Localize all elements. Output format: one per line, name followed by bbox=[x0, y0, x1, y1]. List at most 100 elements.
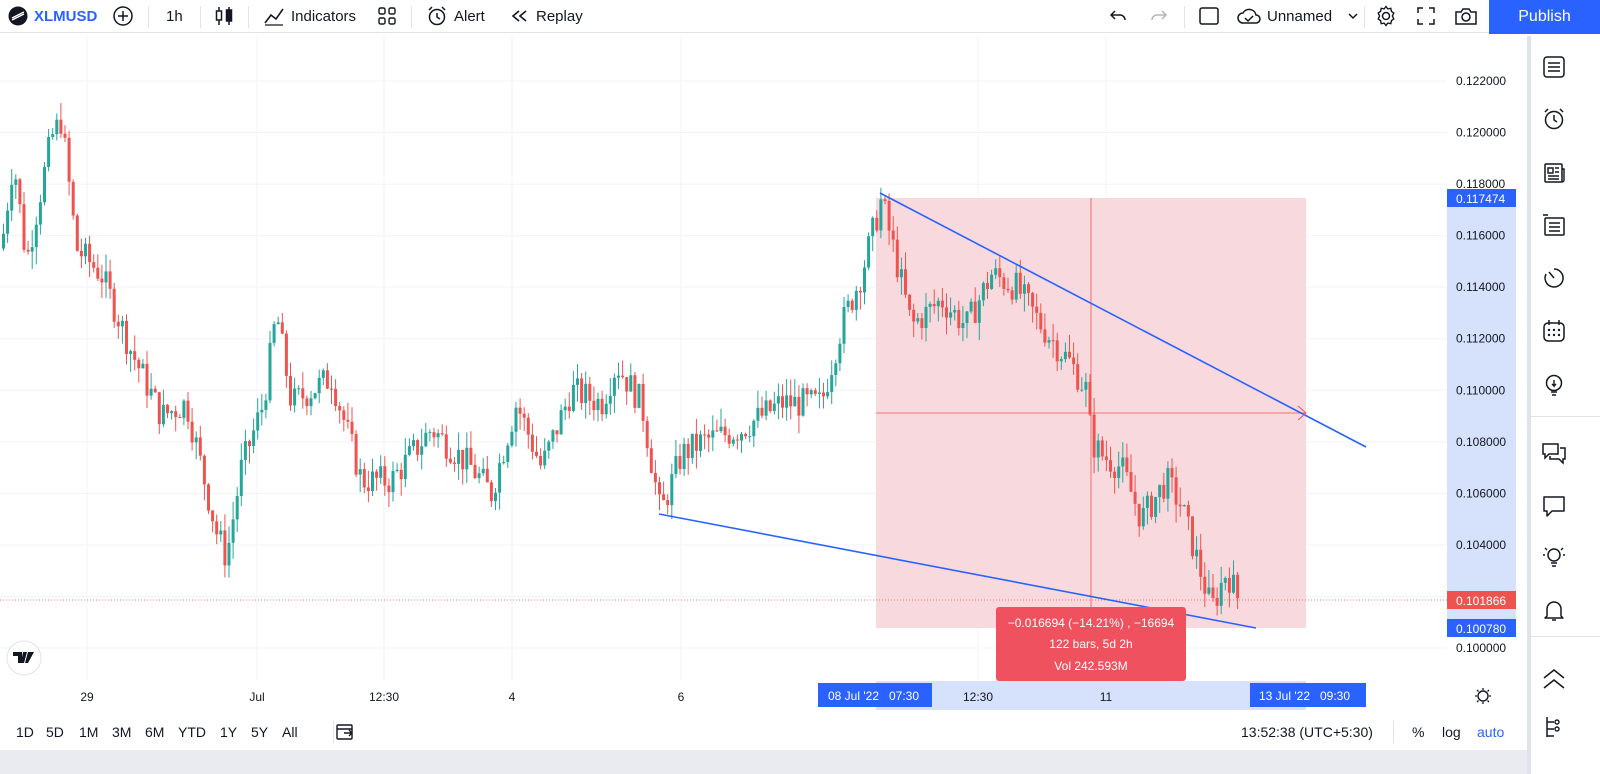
candle-body bbox=[785, 395, 789, 408]
auto-scale-button[interactable]: auto bbox=[1477, 716, 1504, 748]
save-layout-button[interactable]: Unnamed bbox=[1236, 0, 1360, 32]
candle-body bbox=[34, 224, 38, 248]
price-chart[interactable]: 0.122000 0.120000 0.118000 0.116000 0.114000… bbox=[0, 36, 1527, 716]
time-tick-label: 4 bbox=[509, 690, 516, 704]
toolbar-separator bbox=[411, 6, 412, 28]
indicators-button[interactable]: Indicators bbox=[263, 0, 356, 32]
alert-label: Alert bbox=[454, 7, 485, 25]
candle-body bbox=[535, 451, 538, 456]
range-button-1m[interactable]: 1M bbox=[79, 724, 99, 740]
calendar-button[interactable] bbox=[1539, 316, 1569, 346]
time-tick-label: 11 bbox=[1100, 690, 1113, 704]
interval-button[interactable]: 1h bbox=[166, 0, 183, 32]
tradingview-logo-icon[interactable] bbox=[6, 640, 42, 676]
notifications-button[interactable] bbox=[1539, 596, 1569, 626]
time-axis[interactable]: 29 Jul 12:30 4 6 12:30 11 bbox=[80, 690, 1112, 704]
candle-body bbox=[26, 249, 30, 252]
layout-name-label: Unnamed bbox=[1267, 7, 1333, 25]
hotlists-button[interactable] bbox=[1539, 263, 1569, 293]
range-button-5d[interactable]: 5D bbox=[46, 724, 64, 740]
publish-button[interactable]: Publish bbox=[1489, 0, 1600, 34]
news-button[interactable] bbox=[1539, 158, 1569, 188]
chart-area[interactable]: 0.122000 0.120000 0.118000 0.116000 0.114000… bbox=[0, 36, 1527, 716]
axis-settings-icon[interactable] bbox=[1475, 688, 1491, 704]
chart-type-button[interactable] bbox=[214, 0, 234, 32]
alerts-button[interactable] bbox=[1539, 104, 1569, 134]
fullscreen-button[interactable] bbox=[1416, 0, 1436, 32]
data-window-button[interactable] bbox=[1539, 210, 1569, 240]
candle-body bbox=[432, 432, 436, 438]
candle-body bbox=[633, 375, 637, 408]
collapse-panel-button[interactable] bbox=[1539, 664, 1569, 694]
candle-body bbox=[18, 179, 22, 205]
candle-body bbox=[940, 300, 944, 308]
candle-body bbox=[428, 432, 432, 434]
candle-body bbox=[666, 500, 670, 506]
candle-body bbox=[871, 217, 875, 237]
candle-body bbox=[407, 446, 411, 455]
candle-body bbox=[1137, 503, 1141, 527]
candle-body bbox=[325, 370, 329, 389]
candle-body bbox=[243, 441, 247, 460]
range-button-3m[interactable]: 3M bbox=[112, 724, 132, 740]
settings-button[interactable] bbox=[1374, 0, 1398, 32]
go-to-date-button[interactable] bbox=[334, 716, 356, 748]
range-button-1y[interactable]: 1Y bbox=[220, 724, 238, 740]
range-button-5y[interactable]: 5Y bbox=[251, 724, 269, 740]
range-button-1d[interactable]: 1D bbox=[16, 724, 34, 740]
candle-body bbox=[1141, 508, 1145, 527]
percent-scale-button[interactable]: % bbox=[1412, 716, 1424, 748]
timezone-button[interactable]: 13:52:38 (UTC+5:30) bbox=[1241, 716, 1373, 748]
candle-body bbox=[457, 449, 461, 464]
candle-body bbox=[1043, 329, 1047, 343]
candle-body bbox=[612, 377, 616, 396]
toolbar-separator bbox=[1364, 6, 1365, 28]
price-label-current-bg bbox=[1447, 591, 1516, 609]
range-button-6m[interactable]: 6M bbox=[145, 724, 165, 740]
ideas-button[interactable] bbox=[1539, 370, 1569, 400]
watchlist-button[interactable] bbox=[1539, 52, 1569, 82]
symbol-search-button[interactable]: XLMUSD bbox=[8, 0, 97, 32]
snapshot-button[interactable] bbox=[1454, 0, 1478, 32]
object-tree-button[interactable] bbox=[1539, 712, 1569, 742]
candle-body bbox=[1088, 381, 1092, 415]
replay-button[interactable]: Replay bbox=[510, 0, 583, 32]
range-button-all[interactable]: All bbox=[282, 724, 298, 740]
candle-body bbox=[555, 430, 559, 435]
compare-symbol-button[interactable] bbox=[112, 0, 134, 32]
candle-body bbox=[891, 230, 895, 240]
candle-body bbox=[309, 398, 313, 407]
templates-button[interactable] bbox=[377, 0, 397, 32]
chevron-down-icon bbox=[1348, 13, 1358, 20]
log-scale-button[interactable]: log bbox=[1442, 716, 1461, 748]
candle-body bbox=[1227, 577, 1231, 593]
price-tick-label: 0.104000 bbox=[1456, 538, 1506, 552]
candle-body bbox=[514, 407, 518, 432]
chats-button[interactable] bbox=[1539, 438, 1569, 468]
range-button-ytd[interactable]: YTD bbox=[178, 724, 206, 740]
redo-button[interactable] bbox=[1149, 0, 1169, 32]
candle-body bbox=[653, 472, 657, 483]
candle-body bbox=[735, 439, 739, 441]
idea-streams-button[interactable] bbox=[1539, 542, 1569, 572]
candle-body bbox=[498, 463, 502, 493]
candle-body bbox=[850, 300, 854, 310]
time-tick-label: 29 bbox=[80, 690, 94, 704]
undo-button[interactable] bbox=[1108, 0, 1128, 32]
alert-button[interactable]: Alert bbox=[426, 0, 485, 32]
toolbar-separator bbox=[200, 6, 201, 28]
candle-body bbox=[125, 320, 128, 354]
candle-body bbox=[781, 396, 784, 408]
messages-button[interactable] bbox=[1539, 491, 1569, 521]
candle-body bbox=[153, 388, 157, 393]
candle-body bbox=[912, 309, 916, 322]
candle-body bbox=[444, 434, 448, 459]
fullscreen-layout-button[interactable] bbox=[1198, 0, 1220, 32]
upper-trendline[interactable] bbox=[879, 192, 1367, 448]
top-toolbar: XLMUSD 1h Indicators Alert Replay Unname… bbox=[0, 0, 1600, 34]
candle-body bbox=[1125, 457, 1129, 473]
candle-body bbox=[760, 407, 764, 416]
candle-body bbox=[908, 294, 912, 310]
candle-body bbox=[1018, 272, 1022, 294]
list-icon bbox=[1543, 56, 1565, 78]
